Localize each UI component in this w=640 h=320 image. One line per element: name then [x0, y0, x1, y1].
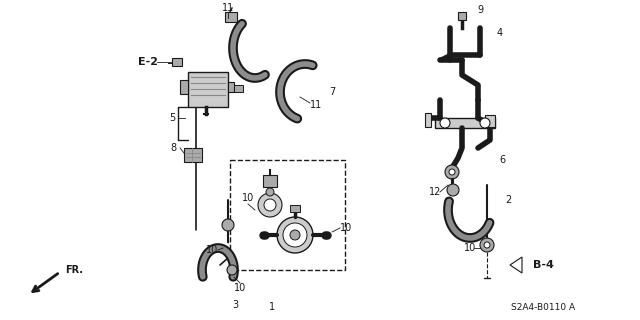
- Circle shape: [283, 223, 307, 247]
- Bar: [180, 80, 188, 94]
- Circle shape: [258, 193, 282, 217]
- Text: 10: 10: [242, 193, 254, 203]
- Circle shape: [447, 184, 459, 196]
- Circle shape: [277, 217, 313, 253]
- Bar: [234, 85, 243, 92]
- Bar: [230, 160, 345, 270]
- Circle shape: [440, 118, 450, 128]
- Text: 9: 9: [477, 5, 483, 15]
- Text: 11: 11: [222, 3, 234, 13]
- Circle shape: [484, 242, 490, 248]
- Text: B-4: B-4: [532, 260, 554, 270]
- Bar: [435, 118, 495, 128]
- Text: FR.: FR.: [65, 265, 83, 275]
- Circle shape: [480, 238, 494, 252]
- Circle shape: [227, 265, 237, 275]
- Text: 12: 12: [429, 187, 441, 197]
- Circle shape: [222, 219, 234, 231]
- Text: 5: 5: [169, 113, 175, 123]
- Text: 4: 4: [497, 28, 503, 38]
- Text: 10: 10: [464, 243, 476, 253]
- Circle shape: [480, 118, 490, 128]
- Bar: [225, 12, 237, 22]
- Text: 3: 3: [232, 300, 238, 310]
- Text: 11: 11: [310, 100, 322, 110]
- Bar: [425, 113, 431, 127]
- Text: 2: 2: [505, 195, 511, 205]
- Bar: [485, 115, 495, 127]
- Text: 6: 6: [499, 155, 505, 165]
- Text: E-2: E-2: [138, 57, 158, 67]
- Circle shape: [290, 230, 300, 240]
- Bar: [184, 148, 202, 162]
- Text: 10: 10: [340, 223, 352, 233]
- Circle shape: [266, 188, 274, 196]
- Text: 1: 1: [269, 302, 275, 312]
- Text: 10: 10: [234, 283, 246, 293]
- Circle shape: [264, 199, 276, 211]
- Circle shape: [445, 165, 459, 179]
- Bar: [263, 175, 277, 187]
- Bar: [458, 12, 466, 20]
- Circle shape: [449, 169, 455, 175]
- Bar: [228, 82, 234, 92]
- Bar: [290, 205, 300, 212]
- Text: 10: 10: [206, 245, 218, 255]
- Bar: [172, 58, 182, 66]
- Bar: [188, 72, 228, 107]
- Text: 8: 8: [170, 143, 176, 153]
- Text: 7: 7: [329, 87, 335, 97]
- Text: S2A4-B0110 A: S2A4-B0110 A: [511, 303, 575, 313]
